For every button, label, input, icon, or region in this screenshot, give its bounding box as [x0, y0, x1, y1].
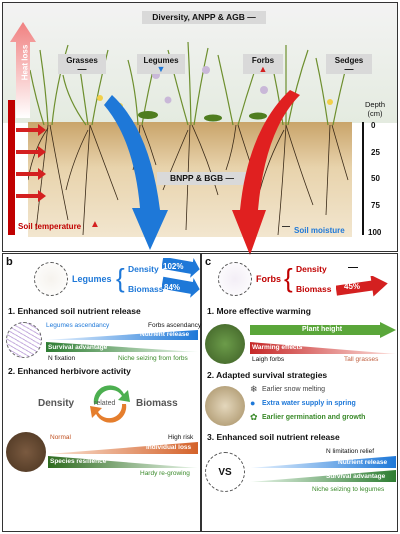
c-n-limitation: N limitation relief: [326, 448, 375, 455]
heat-loss-arrow: [10, 22, 36, 118]
c-section-2-title: 2. Adapted survival strategies: [207, 370, 328, 380]
group-label-forbs: Forbs: [251, 56, 275, 65]
b-high-risk-label: High risk: [168, 434, 194, 441]
b-forbs-ascendancy: Forbs ascendancy: [148, 322, 202, 329]
diversity-symbol: —: [247, 12, 256, 22]
forbs-group-label: Forbs: [256, 274, 282, 284]
depth-tick-75: 75: [371, 201, 380, 210]
c-extra-water: Extra water supply in spring: [262, 400, 356, 407]
panel-b-label: b: [6, 256, 13, 268]
c-section-3-title: 3. Enhanced soil nutrient release: [207, 432, 340, 442]
legume-icon: [34, 262, 68, 296]
c-plant-height: Plant height: [302, 326, 343, 333]
group-box-forbs: Forbs ▲: [243, 54, 283, 74]
plant-illustration: [28, 41, 349, 236]
b-legumes-ascendancy: Legumes ascendancy: [46, 322, 110, 329]
c-niche-seizing: Niche seizing to legumes: [312, 486, 385, 493]
panel-a: [2, 2, 398, 252]
forbs-biomass-label: Biomass: [296, 284, 332, 294]
group-label-legumes: Legumes: [143, 56, 179, 65]
soil-temperature-arrows: [16, 124, 46, 202]
legumes-density-label: Density: [128, 264, 159, 274]
brace: {: [116, 263, 125, 293]
b-nutrient-icon: [6, 322, 42, 358]
sprout-icon: ✿: [250, 412, 258, 422]
legumes-density-value: 102%: [163, 262, 184, 271]
b-biomass-word: Biomass: [136, 398, 178, 409]
b-nutrient-release: Nutrient release: [140, 331, 190, 338]
legumes-group-label: Legumes: [72, 274, 112, 284]
group-box-sedges: Sedges —: [326, 54, 372, 74]
soil-temperature-bar: [8, 100, 15, 235]
depth-tick-50: 50: [371, 174, 380, 183]
b-niche-seizing: Niche seizing from forbs: [118, 355, 188, 362]
b-density-word: Density: [38, 398, 75, 409]
c-warming-effects: Warming effects: [252, 344, 303, 351]
group-symbol-sedges: —: [344, 64, 354, 74]
forbs-density-label: Density: [296, 264, 327, 274]
bnpp-symbol: —: [225, 173, 235, 183]
group-box-grasses: Grasses —: [58, 54, 106, 74]
depth-axis-title: Depth (cm): [365, 100, 386, 118]
b-herbivore-photo: [6, 432, 46, 472]
water-drop-icon: ●: [250, 398, 256, 408]
curved-arrows: [104, 90, 300, 255]
b-hardy-regrowing: Hardy re-growing: [140, 470, 190, 477]
panel-c-label: c: [205, 256, 212, 268]
c-nutrient-release: Nutrient release: [338, 459, 388, 466]
heat-loss-label: Heat loss: [20, 44, 30, 81]
b-individual-loss: Individual loss: [146, 444, 192, 451]
group-label-grasses: Grasses: [66, 56, 98, 65]
group-symbol-legumes: ▼: [156, 64, 166, 74]
b-section-2-title: 2. Enhanced herbivore activity: [8, 366, 131, 376]
c-laigh-forbs: Laigh forbs: [252, 356, 285, 363]
c-section-1-title: 1. More effective warming: [207, 306, 311, 316]
forbs-density-value: —: [348, 262, 358, 273]
c-snow-melting: Earlier snow melting: [262, 386, 326, 393]
c-snow-photo: [205, 386, 245, 426]
b-section-1-title: 1. Enhanced soil nutrient release: [8, 306, 141, 316]
b-related-word: related: [94, 400, 116, 407]
b-normal-label: Normal: [50, 434, 71, 441]
depth-tick-100: 100: [368, 228, 382, 237]
c-warming-photo: [205, 324, 245, 364]
soil-moisture-symbol: —: [282, 222, 290, 231]
forb-icon: [218, 262, 252, 296]
b-survival-advantage: Survival advantage: [48, 344, 108, 351]
b-nutrient-bar: [46, 330, 198, 340]
panel-c: [201, 253, 398, 532]
diversity-title-box: Diversity, ANPP & AGB —: [142, 11, 266, 24]
depth-tick-0: 0: [371, 121, 376, 130]
legumes-down-arrows: [162, 258, 200, 298]
b-n-fixation: N fixation: [48, 355, 76, 362]
c-tall-grasses: Tall grasses: [344, 356, 379, 363]
b-cycle-arrows: [90, 385, 130, 423]
panel-b: [2, 253, 201, 532]
c-earlier-germination: Earlier germination and growth: [262, 414, 366, 421]
soil-temperature-label: Soil temperature: [18, 222, 82, 231]
forbs-brace: {: [284, 263, 293, 293]
c-vs-icon: VS: [205, 452, 245, 492]
bnpp-box: BNPP & BGB —: [157, 172, 247, 185]
snowflake-icon: ❄: [250, 384, 258, 394]
b-survival-bar: [46, 342, 198, 352]
forbs-up-arrow: [336, 276, 388, 297]
group-label-sedges: Sedges: [334, 56, 364, 65]
legumes-biomass-value: 84%: [164, 283, 181, 292]
group-symbol-forbs: ▲: [258, 64, 268, 74]
group-symbol-grasses: —: [77, 64, 87, 74]
b-species-resilience: Species resilience: [50, 458, 107, 465]
bnpp-label: BNPP & BGB: [169, 173, 224, 183]
soil-temperature-symbol: ▲: [90, 219, 100, 230]
depth-axis-line: [362, 122, 364, 235]
diversity-title: Diversity, ANPP & AGB: [152, 12, 245, 22]
group-box-legumes: Legumes ▼: [137, 54, 185, 74]
soil-moisture-label: Soil moisture: [294, 226, 345, 235]
c-plant-height-arrow: [250, 322, 396, 338]
c-survival-advantage: Survival advantage: [326, 473, 386, 480]
depth-tick-25: 25: [371, 148, 380, 157]
forbs-biomass-value: 45%: [344, 282, 361, 291]
legumes-biomass-label: Biomass: [128, 284, 164, 294]
